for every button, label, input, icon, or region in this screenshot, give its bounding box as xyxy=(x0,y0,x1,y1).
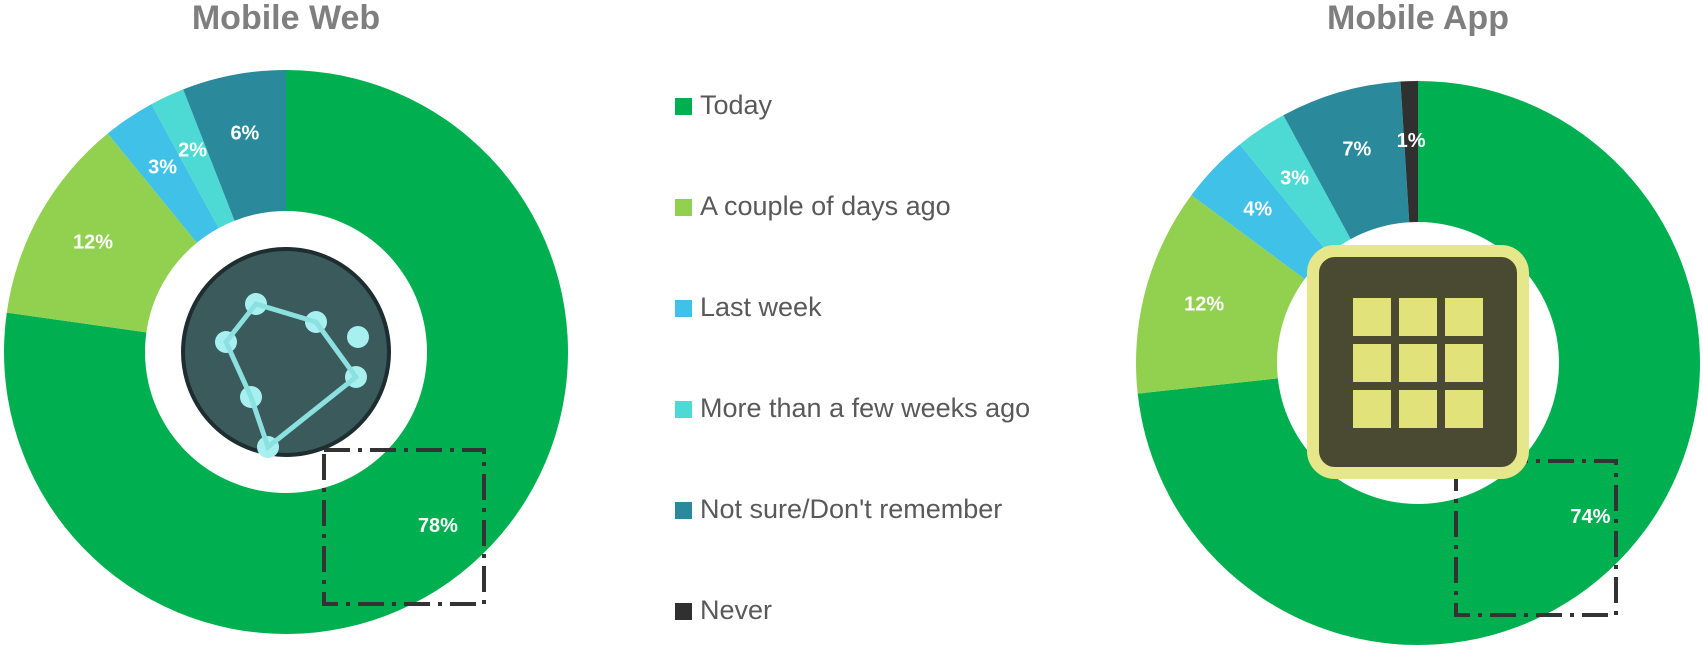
data-label: 4% xyxy=(1243,198,1272,220)
decoration xyxy=(183,249,1523,473)
app-tile xyxy=(1353,390,1391,428)
globe-node xyxy=(347,326,369,348)
data-label: 3% xyxy=(1280,167,1309,189)
legend-label: Never xyxy=(700,595,772,625)
legend-label: More than a few weeks ago xyxy=(700,393,1030,423)
legend-label: A couple of days ago xyxy=(700,191,951,221)
data-label: 12% xyxy=(1184,293,1224,315)
app-tile xyxy=(1353,344,1391,382)
globe-icon xyxy=(183,249,389,455)
legend-label: Last week xyxy=(700,292,822,322)
legend-swatch xyxy=(675,502,692,519)
legend-swatch xyxy=(675,98,692,115)
legend-label: Not sure/Don't remember xyxy=(700,494,1002,524)
data-label: 1% xyxy=(1397,130,1426,152)
chart-title: Mobile Web xyxy=(192,0,380,37)
app-tile xyxy=(1353,298,1391,336)
app-tile xyxy=(1399,344,1437,382)
data-label: 7% xyxy=(1342,138,1371,160)
app-tile xyxy=(1445,298,1483,336)
legend-swatch xyxy=(675,603,692,620)
data-label: 78% xyxy=(418,515,458,537)
data-label: 6% xyxy=(230,123,259,145)
data-label: 74% xyxy=(1570,506,1610,528)
legend-swatch xyxy=(675,401,692,418)
app-tile xyxy=(1445,344,1483,382)
app-tile xyxy=(1399,390,1437,428)
data-label: 2% xyxy=(178,139,207,161)
legend-label: Today xyxy=(700,90,773,120)
app-tile xyxy=(1445,390,1483,428)
data-label: 12% xyxy=(73,232,113,254)
chart: Mobile Web78%12%3%2%6%Mobile App74%12%4%… xyxy=(0,0,1703,649)
legend-swatch xyxy=(675,300,692,317)
data-label: 3% xyxy=(148,156,177,178)
legend-swatch xyxy=(675,199,692,216)
page: {"chart_data": {"type": "donut", "catego… xyxy=(0,0,1703,649)
app-tile xyxy=(1399,298,1437,336)
chart-title: Mobile App xyxy=(1327,0,1509,37)
